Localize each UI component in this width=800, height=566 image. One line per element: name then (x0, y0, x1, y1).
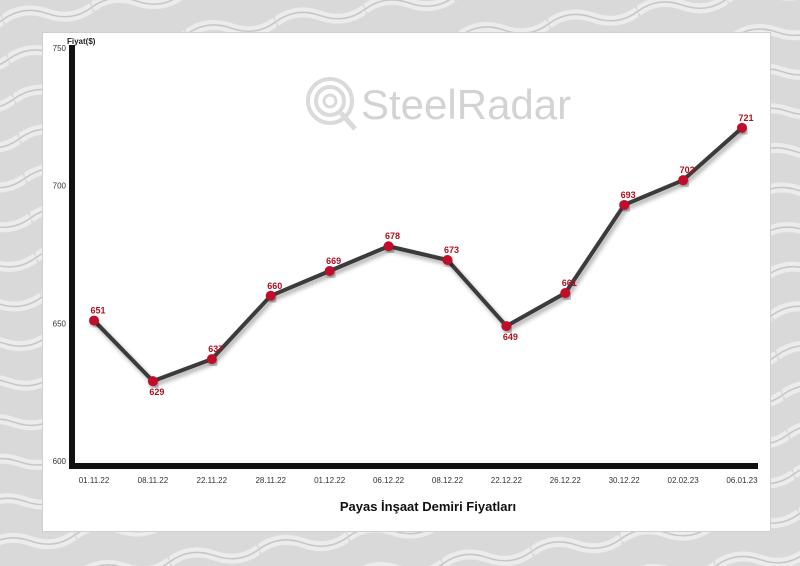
x-tick-label: 08.11.22 (138, 476, 169, 485)
data-label: 661 (562, 278, 577, 288)
data-label: 693 (621, 190, 636, 200)
data-label: 649 (503, 332, 518, 342)
logo-text-steel: Steel (361, 81, 457, 128)
x-tick-label: 01.11.22 (79, 476, 110, 485)
y-axis-label: Fiyat($) (67, 37, 96, 46)
x-tick-label: 02.02.23 (668, 476, 700, 485)
y-tick-label: 750 (53, 44, 67, 53)
y-tick-label: 700 (53, 182, 67, 191)
y-tick-label: 650 (53, 319, 67, 328)
data-point (147, 376, 158, 387)
data-label: 678 (385, 231, 400, 241)
data-point (560, 288, 571, 299)
data-label: 637 (208, 344, 223, 354)
x-tick-label: 28.11.22 (255, 476, 286, 485)
x-tick-label: 22.11.22 (197, 476, 228, 485)
x-tick-label: 06.01.23 (726, 476, 758, 485)
data-label: 669 (326, 256, 341, 266)
data-point (324, 266, 335, 277)
data-point (442, 255, 453, 266)
data-label: 721 (738, 113, 753, 123)
x-tick-label: 26.12.22 (550, 476, 582, 485)
y-tick-label: 600 (53, 457, 67, 466)
data-label: 660 (267, 281, 282, 291)
x-tick-label: 01.12.22 (314, 476, 346, 485)
chart-title: Payas İnşaat Demiri Fiyatları (340, 499, 516, 514)
series-line (92, 126, 744, 384)
data-label: 673 (444, 245, 459, 255)
logo-text-radar: Radar (457, 81, 571, 128)
data-point (265, 290, 276, 301)
data-label: 651 (90, 306, 105, 316)
data-point (383, 241, 394, 252)
x-tick-label: 22.12.22 (491, 476, 523, 485)
x-tick-label: 30.12.22 (609, 476, 641, 485)
chart-card: SteelRadar Fiyat($) 600 650 700 750 01.11.2… (42, 32, 771, 532)
data-label: 702 (680, 165, 695, 175)
x-tick-label: 06.12.22 (373, 476, 405, 485)
data-point (206, 354, 217, 365)
steelradar-logo: SteelRadar (306, 77, 571, 131)
svg-text:SteelRadar: SteelRadar (361, 81, 571, 128)
x-tick-label: 08.12.22 (432, 476, 464, 485)
data-label: 629 (149, 387, 164, 397)
data-point (678, 175, 689, 186)
data-point (737, 122, 747, 133)
line-chart: SteelRadar Fiyat($) 600 650 700 750 01.11.2… (53, 37, 758, 514)
data-point (89, 315, 99, 326)
data-point (501, 321, 512, 332)
data-point (619, 199, 630, 210)
